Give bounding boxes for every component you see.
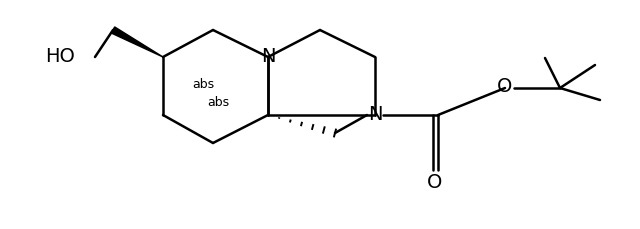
Text: abs: abs [207,96,229,109]
Text: N: N [260,47,275,66]
Text: O: O [428,172,443,191]
Polygon shape [111,27,163,57]
Text: O: O [497,77,513,96]
Text: HO: HO [45,47,75,66]
Text: abs: abs [192,79,214,92]
Text: N: N [368,106,382,125]
